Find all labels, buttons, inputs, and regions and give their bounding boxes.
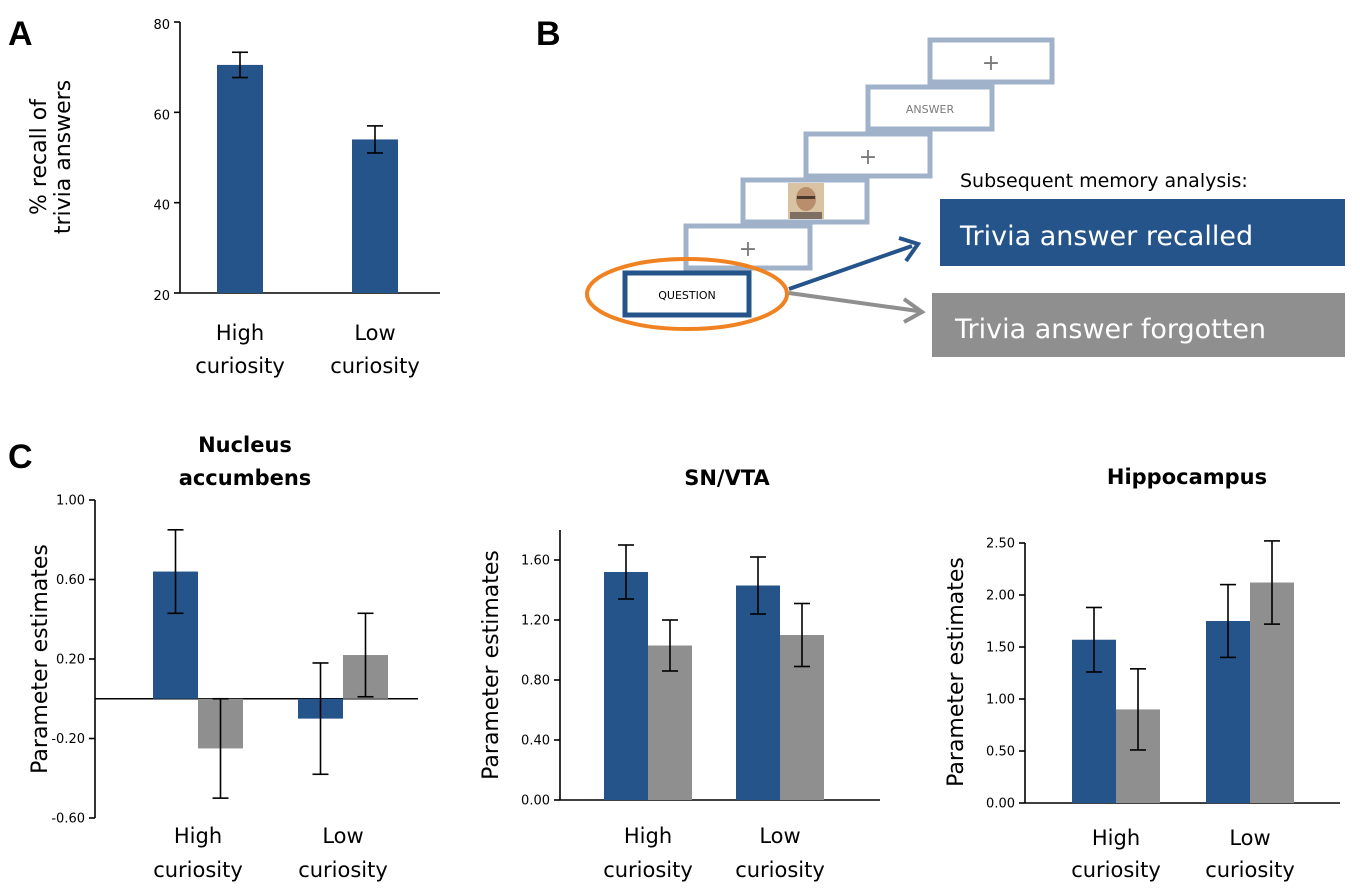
category-label: High bbox=[216, 321, 264, 345]
y-tick-label: 2.50 bbox=[986, 537, 1015, 552]
y-tick-label: 1.50 bbox=[986, 641, 1015, 656]
y-axis-label: Parameter estimates bbox=[944, 557, 969, 787]
category-label: curiosity bbox=[603, 858, 693, 882]
recalled-banner-text: Trivia answer recalled bbox=[959, 221, 1253, 252]
category-label: curiosity bbox=[735, 858, 825, 882]
category-label: High bbox=[174, 824, 222, 848]
question-box bbox=[622, 270, 752, 318]
answer-box bbox=[865, 84, 995, 132]
trial-sequence-diagram: + ANSWER + + QUESTION Subsequent memory … bbox=[585, 37, 1345, 357]
y-tick-label: 0.80 bbox=[521, 674, 550, 689]
y-tick-label: 1.00 bbox=[986, 693, 1015, 708]
y-tick-label: 40 bbox=[153, 199, 170, 214]
bar bbox=[352, 139, 398, 293]
chart-title: Nucleus bbox=[198, 433, 292, 457]
y-tick-label: 0.00 bbox=[986, 797, 1015, 812]
forgotten-banner bbox=[932, 293, 1345, 357]
category-label: Low bbox=[1229, 826, 1270, 850]
fixation-box-3 bbox=[927, 37, 1055, 85]
chart-title: Hippocampus bbox=[1107, 465, 1267, 489]
bar bbox=[217, 64, 263, 294]
chart-title: accumbens bbox=[179, 466, 312, 490]
category-label: High bbox=[624, 824, 672, 848]
category-label: curiosity bbox=[195, 354, 285, 378]
category-label: curiosity bbox=[298, 858, 388, 882]
category-label: Low bbox=[322, 824, 363, 848]
panel-label-a: A bbox=[8, 15, 33, 53]
question-box-text: QUESTION bbox=[658, 289, 716, 302]
y-tick-label: 1.00 bbox=[56, 494, 85, 509]
forgotten-arrow-line bbox=[788, 291, 919, 313]
y-tick-label: 1.20 bbox=[521, 614, 550, 629]
y-tick-label: 60 bbox=[153, 108, 170, 123]
category-label: curiosity bbox=[1071, 858, 1161, 882]
y-tick-label: 0.40 bbox=[521, 734, 550, 749]
fixation-box-2-text: + bbox=[859, 145, 877, 170]
panel-label-c: C bbox=[8, 438, 33, 476]
category-label: curiosity bbox=[1205, 858, 1295, 882]
y-tick-label: 2.00 bbox=[986, 589, 1015, 604]
y-axis-label: Parameter estimates bbox=[479, 550, 504, 780]
chart-sn-vta: SN/VTA 0.00 0.40 0.80 1.20 1.60 High curiosity L… bbox=[479, 466, 880, 882]
y-tick-label: 1.60 bbox=[521, 554, 550, 569]
chart-recall: 20 40 60 80 High curiosity Low curiosity % recal… bbox=[27, 18, 440, 378]
y-tick-label: 0.50 bbox=[986, 745, 1015, 760]
recalled-banner bbox=[940, 199, 1345, 266]
y-tick-label: 0.00 bbox=[521, 794, 550, 809]
panel-label-b: B bbox=[536, 15, 561, 53]
answer-box-text: ANSWER bbox=[906, 103, 955, 116]
y-axis-label: trivia answers bbox=[51, 80, 76, 234]
fixation-box-1-text: + bbox=[739, 237, 757, 262]
question-highlight-ellipse bbox=[585, 257, 789, 331]
y-tick-label: 20 bbox=[153, 289, 170, 304]
category-label: curiosity bbox=[330, 354, 420, 378]
memory-analysis-label: Subsequent memory analysis: bbox=[960, 170, 1248, 192]
recalled-arrow-head bbox=[898, 236, 922, 263]
chart-nucleus-accumbens: Nucleus accumbens -0.60 -0.20 0.20 0.60 1.00 Hi… bbox=[28, 433, 418, 882]
category-label: curiosity bbox=[153, 858, 243, 882]
y-tick-label: 0.20 bbox=[56, 653, 85, 668]
chart-hippocampus: Hippocampus 0.00 0.50 1.00 1.50 2.00 2.50 High c… bbox=[944, 465, 1340, 882]
category-label: High bbox=[1092, 826, 1140, 850]
recalled-arrow-line bbox=[788, 244, 913, 291]
forgotten-arrow-head bbox=[902, 297, 926, 324]
y-tick-label: 80 bbox=[153, 18, 170, 33]
category-label: Low bbox=[354, 321, 395, 345]
bar bbox=[736, 585, 780, 800]
y-tick-label: 0.60 bbox=[56, 573, 85, 588]
forgotten-banner-text: Trivia answer forgotten bbox=[954, 314, 1266, 345]
fixation-box-3-text: + bbox=[982, 51, 1000, 76]
bar bbox=[604, 572, 648, 800]
y-tick-label: -0.60 bbox=[51, 812, 85, 827]
y-axis-label: Parameter estimates bbox=[28, 544, 53, 774]
category-label: Low bbox=[759, 824, 800, 848]
fixation-box-2 bbox=[803, 131, 933, 179]
face-photo bbox=[788, 183, 824, 219]
y-tick-label: -0.20 bbox=[51, 732, 85, 747]
chart-title: SN/VTA bbox=[684, 466, 770, 490]
y-axis-label: % recall of bbox=[27, 98, 52, 215]
